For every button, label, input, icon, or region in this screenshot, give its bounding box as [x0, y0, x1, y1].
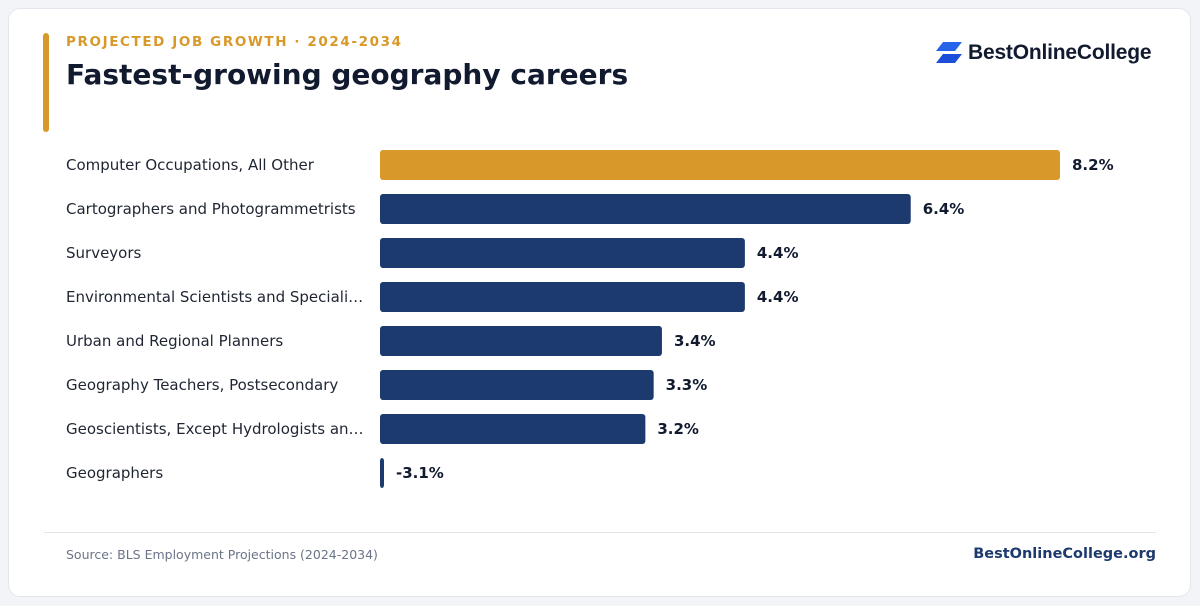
value-label: 8.2% — [1072, 156, 1114, 174]
logo-text: BestOnlineCollege — [968, 41, 1152, 64]
value-label: 6.4% — [923, 200, 965, 218]
bar-chart: Computer Occupations, All Other 8.2% Carto… — [66, 150, 1114, 488]
category-label: Urban and Regional Planners — [66, 332, 283, 350]
bar — [380, 150, 1060, 180]
category-label: Geographers — [66, 464, 163, 482]
brand-logo[interactable]: BestOnlineCollege — [936, 40, 1152, 66]
category-label: Cartographers and Photogrammetrists — [66, 200, 356, 218]
eyebrow-label: PROJECTED JOB GROWTH · 2024-2034 — [66, 34, 403, 50]
value-label: 4.4% — [757, 288, 799, 306]
footer-brand-link[interactable]: BestOnlineCollege.org — [973, 546, 1156, 562]
bar — [380, 194, 911, 224]
value-label: 4.4% — [757, 244, 799, 262]
bar — [380, 238, 745, 268]
footer-divider — [44, 532, 1156, 533]
category-label: Environmental Scientists and Speciali… — [66, 288, 363, 306]
source-note: Source: BLS Employment Projections (2024… — [66, 547, 378, 562]
value-label: -3.1% — [396, 464, 444, 482]
stacked-parallelogram-logo-icon — [936, 42, 962, 63]
category-label: Geoscientists, Except Hydrologists an… — [66, 420, 364, 438]
category-label: Computer Occupations, All Other — [66, 156, 315, 174]
bar — [380, 370, 654, 400]
bar — [380, 414, 646, 444]
bar — [380, 326, 662, 356]
accent-bar — [43, 33, 49, 132]
value-label: 3.2% — [657, 420, 699, 438]
value-label: 3.4% — [674, 332, 716, 350]
value-label: 3.3% — [666, 376, 708, 394]
category-label: Geography Teachers, Postsecondary — [66, 376, 338, 394]
chart-title: Fastest-growing geography careers — [66, 58, 629, 91]
bar — [380, 282, 745, 312]
bar — [380, 458, 384, 488]
category-label: Surveyors — [66, 244, 142, 262]
